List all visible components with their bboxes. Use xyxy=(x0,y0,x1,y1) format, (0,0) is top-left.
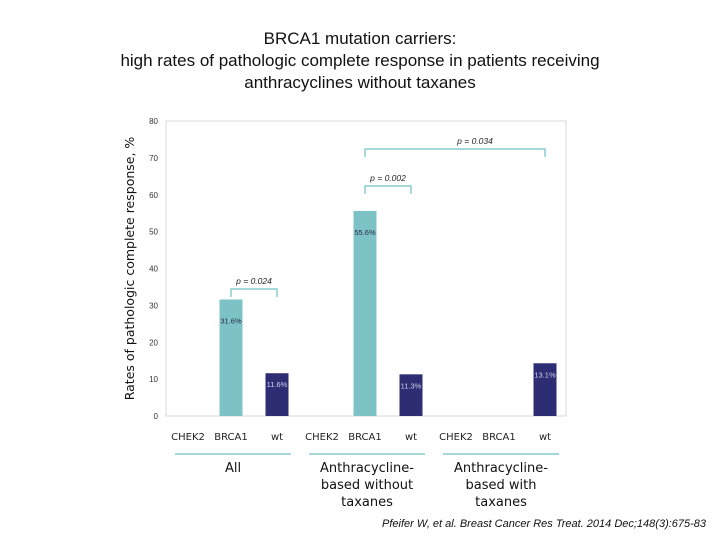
significance-bracket xyxy=(364,185,412,194)
p-value-label: p = 0.034 xyxy=(456,136,493,146)
x-tick-label: wt xyxy=(539,432,551,443)
group-label: taxanes xyxy=(475,495,527,510)
data-label: 13.1% xyxy=(534,370,556,379)
y-axis-label: Rates of pathologic complete response, % xyxy=(122,137,137,401)
x-tick-label: BRCA1 xyxy=(348,432,382,443)
x-tick-label: wt xyxy=(405,432,417,443)
y-tick-label: 40 xyxy=(149,265,158,274)
group-label: Anthracycline- xyxy=(454,461,548,476)
y-tick-label: 0 xyxy=(154,412,159,421)
x-tick-label: CHEK2 xyxy=(439,432,473,443)
significance-bracket xyxy=(230,288,278,297)
bar xyxy=(353,210,377,416)
group-label: based with xyxy=(466,478,537,493)
x-tick-label: BRCA1 xyxy=(482,432,516,443)
data-label: 11.3% xyxy=(401,381,422,390)
x-tick-label: CHEK2 xyxy=(305,432,339,443)
title-line: BRCA1 mutation carriers: xyxy=(263,29,457,48)
data-label: 11.6% xyxy=(267,380,288,389)
x-tick-label: CHEK2 xyxy=(171,432,205,443)
x-tick-label: BRCA1 xyxy=(214,432,248,443)
x-tick-label: wt xyxy=(271,432,283,443)
data-label: 31.6% xyxy=(220,316,242,325)
title-line: anthracyclines without taxanes xyxy=(244,73,476,92)
significance-bracket xyxy=(364,148,546,157)
bar xyxy=(265,373,289,416)
data-label: 55.6% xyxy=(354,228,376,237)
citation: Pfeifer W, et al. Breast Cancer Res Trea… xyxy=(382,518,707,530)
p-value-label: p = 0.024 xyxy=(235,276,272,286)
y-tick-label: 50 xyxy=(149,228,158,237)
group-label: based without xyxy=(321,478,413,493)
bar xyxy=(533,363,557,416)
title-line: high rates of pathologic complete respon… xyxy=(120,51,600,70)
y-tick-label: 70 xyxy=(149,154,158,163)
group-label: Anthracycline- xyxy=(320,461,414,476)
y-tick-label: 60 xyxy=(149,191,158,200)
y-tick-label: 30 xyxy=(149,301,158,310)
y-tick-label: 80 xyxy=(149,117,158,126)
y-tick-label: 10 xyxy=(149,375,158,384)
p-value-label: p = 0.002 xyxy=(369,173,406,183)
chart-title: BRCA1 mutation carriers: high rates of p… xyxy=(0,28,720,94)
bar xyxy=(219,299,243,416)
group-label: taxanes xyxy=(341,495,393,510)
bar xyxy=(399,374,423,416)
group-label: All xyxy=(225,461,241,476)
y-tick-label: 20 xyxy=(149,338,158,347)
